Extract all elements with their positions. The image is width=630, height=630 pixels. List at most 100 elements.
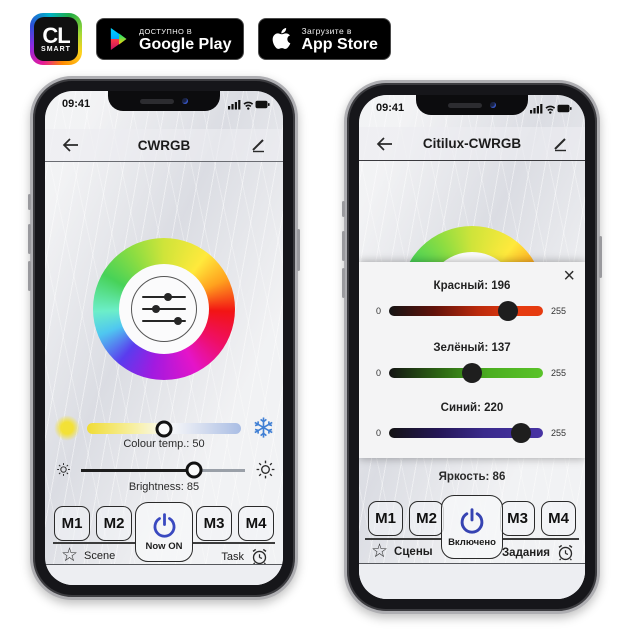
power-icon bbox=[153, 513, 175, 538]
color-temp-track[interactable] bbox=[87, 420, 241, 437]
alarm-clock-icon bbox=[558, 544, 573, 561]
mute-switch bbox=[28, 194, 31, 210]
rgb-panel: × Красный: 196 0 255 Зелёный: 137 0 255 bbox=[359, 262, 585, 458]
left-phone: 09:41 CWRGB bbox=[28, 76, 300, 600]
front-camera bbox=[182, 98, 188, 104]
left-screen: 09:41 CWRGB bbox=[45, 91, 283, 585]
blue-max: 255 bbox=[551, 428, 567, 438]
google-play-title: Google Play bbox=[139, 35, 232, 53]
app-store-badge[interactable]: Загрузите в App Store bbox=[258, 18, 391, 60]
tasks-label: Задания bbox=[501, 546, 550, 559]
edit-pencil-icon bbox=[252, 139, 264, 153]
status-time: 09:41 bbox=[62, 98, 91, 110]
sliders-glyph-line bbox=[141, 304, 187, 313]
scenes-button[interactable]: ☆ Сцены bbox=[371, 542, 433, 561]
sun-small-icon bbox=[57, 463, 70, 476]
red-slider-track[interactable] bbox=[389, 301, 543, 321]
tasks-button[interactable]: Задания bbox=[502, 543, 575, 562]
volume-down-button bbox=[28, 261, 31, 291]
cl-smart-logo-inner: CL SMART bbox=[34, 17, 78, 61]
edit-pencil-icon bbox=[554, 137, 566, 151]
sliders-glyph-dot bbox=[152, 304, 161, 313]
volume-up-button bbox=[28, 224, 31, 254]
m4-button[interactable]: M4 bbox=[541, 501, 576, 536]
google-play-badge[interactable]: Доступно в Google Play bbox=[96, 18, 245, 60]
power-button-label: Now ON bbox=[145, 541, 183, 552]
cl-smart-logo: CL SMART bbox=[30, 13, 82, 65]
blue-min: 0 bbox=[375, 428, 381, 438]
close-icon[interactable]: × bbox=[563, 265, 575, 287]
red-max: 255 bbox=[551, 306, 567, 316]
m1-button[interactable]: M1 bbox=[368, 501, 403, 536]
scene-button[interactable]: ☆ Scene bbox=[61, 545, 116, 566]
m4-button[interactable]: M4 bbox=[238, 506, 274, 541]
store-badges: CL SMART Доступно в bbox=[30, 13, 391, 65]
blue-slider-label: Синий: 220 bbox=[440, 402, 504, 414]
color-wheel[interactable] bbox=[93, 238, 235, 380]
bottom-strip bbox=[359, 563, 585, 599]
blue-slider-track[interactable] bbox=[389, 423, 543, 443]
blue-slider-thumb[interactable] bbox=[511, 423, 532, 443]
bottom-strip bbox=[45, 564, 283, 585]
task-label: Task bbox=[221, 550, 244, 563]
brightness-track-fill bbox=[81, 469, 195, 472]
divider bbox=[503, 538, 579, 540]
front-camera bbox=[490, 102, 496, 108]
power-icon bbox=[460, 507, 484, 534]
back-arrow-icon bbox=[62, 138, 78, 152]
green-slider-track[interactable] bbox=[389, 363, 543, 383]
red-min: 0 bbox=[375, 306, 381, 316]
edit-button[interactable] bbox=[245, 134, 271, 156]
task-button[interactable]: Task bbox=[221, 547, 269, 566]
app-store-title: App Store bbox=[301, 36, 378, 53]
power-button[interactable]: Включено bbox=[441, 495, 503, 559]
m3-button[interactable]: M3 bbox=[500, 501, 535, 536]
alarm-clock-icon bbox=[252, 548, 267, 565]
brightness-slider-row bbox=[45, 459, 283, 481]
color-temp-label: Colour temp.: 50 bbox=[123, 438, 205, 450]
power-button[interactable]: Now ON bbox=[135, 502, 193, 562]
brightness-track[interactable] bbox=[81, 461, 245, 479]
back-button[interactable] bbox=[371, 133, 397, 155]
google-play-text: Доступно в Google Play bbox=[139, 26, 232, 53]
snowflake-icon bbox=[254, 417, 273, 438]
color-temp-thumb[interactable] bbox=[155, 420, 173, 437]
scene-label: Scene bbox=[84, 550, 116, 562]
edit-button[interactable] bbox=[547, 133, 573, 155]
speaker bbox=[448, 102, 482, 108]
blue-slider-row: 0 255 bbox=[371, 422, 573, 444]
status-time: 09:41 bbox=[376, 102, 405, 114]
status-icons bbox=[530, 104, 572, 114]
left-app-header: CWRGB bbox=[45, 129, 283, 162]
apple-icon bbox=[273, 28, 291, 49]
m2-button[interactable]: M2 bbox=[409, 501, 444, 536]
brightness-thumb[interactable] bbox=[185, 461, 203, 479]
red-slider-label: Красный: 196 bbox=[433, 280, 511, 292]
sliders-glyph-line bbox=[141, 292, 187, 301]
green-slider-label: Зелёный: 137 bbox=[433, 342, 511, 354]
google-play-icon bbox=[110, 28, 127, 50]
divider bbox=[53, 542, 135, 544]
scenes-label: Сцены bbox=[394, 546, 433, 558]
back-button[interactable] bbox=[57, 134, 83, 156]
back-arrow-icon bbox=[376, 136, 392, 151]
power-side-button bbox=[599, 236, 602, 278]
right-statusbar: 09:41 bbox=[376, 102, 572, 114]
m2-button[interactable]: M2 bbox=[96, 506, 132, 541]
status-icons bbox=[228, 100, 270, 110]
volume-up-button bbox=[342, 231, 345, 261]
color-wheel-center-button[interactable] bbox=[131, 276, 197, 342]
m3-button[interactable]: M3 bbox=[196, 506, 232, 541]
red-slider-thumb[interactable] bbox=[497, 301, 518, 321]
green-min: 0 bbox=[375, 368, 381, 378]
mute-switch bbox=[342, 201, 345, 217]
volume-down-button bbox=[342, 268, 345, 298]
google-play-kicker: Доступно в bbox=[139, 26, 193, 36]
star-icon: ☆ bbox=[61, 545, 79, 566]
left-statusbar: 09:41 bbox=[62, 98, 270, 110]
notch bbox=[416, 95, 528, 115]
right-page-title: Citilux-CWRGB bbox=[422, 136, 522, 151]
m1-button[interactable]: M1 bbox=[54, 506, 90, 541]
speaker bbox=[140, 98, 174, 104]
green-slider-thumb[interactable] bbox=[462, 363, 483, 383]
